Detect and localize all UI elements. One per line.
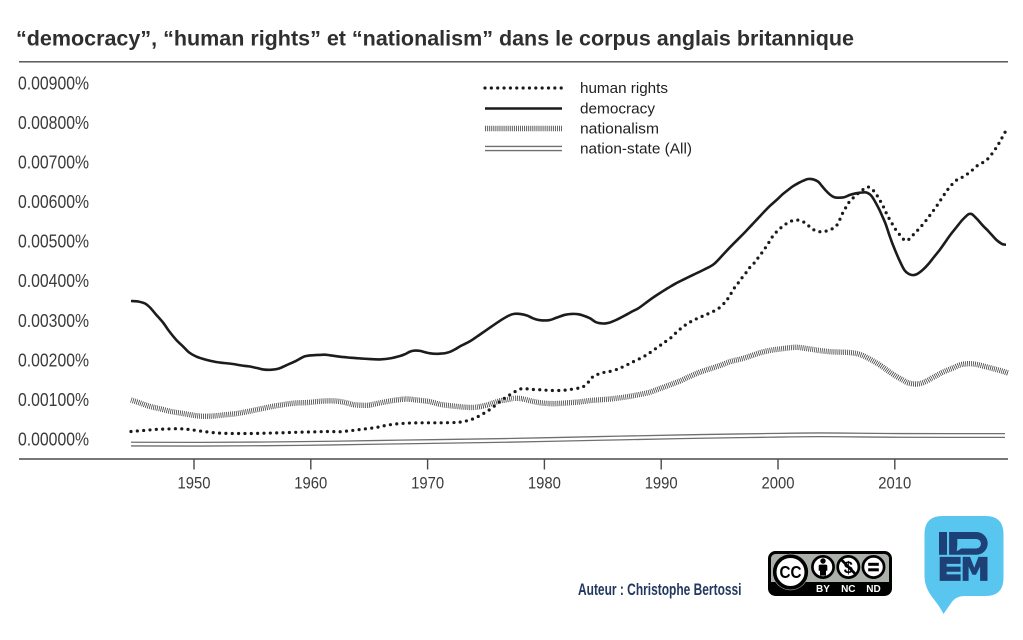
svg-text:BY: BY: [816, 584, 830, 595]
svg-text:1980: 1980: [528, 474, 561, 493]
svg-text:0.00500%: 0.00500%: [18, 232, 89, 252]
svg-text:0.00100%: 0.00100%: [18, 390, 89, 410]
svg-text:NC: NC: [841, 584, 855, 595]
svg-text:nation-state (All): nation-state (All): [580, 141, 692, 158]
svg-text:“democracy”, “human rights” et: “democracy”, “human rights” et “national…: [16, 28, 854, 51]
svg-text:1970: 1970: [411, 474, 444, 493]
svg-text:nationalism: nationalism: [580, 121, 659, 138]
svg-text:0.00200%: 0.00200%: [18, 350, 89, 370]
svg-text:0.00400%: 0.00400%: [18, 271, 89, 291]
svg-text:1950: 1950: [178, 474, 211, 493]
svg-text:0.00000%: 0.00000%: [18, 429, 89, 449]
svg-text:2000: 2000: [762, 474, 795, 493]
svg-text:0.00600%: 0.00600%: [18, 192, 89, 212]
svg-text:human rights: human rights: [580, 80, 668, 97]
svg-text:2010: 2010: [878, 474, 911, 493]
svg-text:CC: CC: [780, 562, 802, 582]
svg-text:1990: 1990: [645, 474, 678, 493]
svg-text:1960: 1960: [294, 474, 327, 493]
svg-text:0.00800%: 0.00800%: [18, 113, 89, 133]
svg-text:0.00700%: 0.00700%: [18, 153, 89, 173]
svg-text:ND: ND: [866, 584, 880, 595]
svg-text:0.00900%: 0.00900%: [18, 74, 89, 94]
svg-text:0.00300%: 0.00300%: [18, 311, 89, 331]
svg-text:democracy: democracy: [580, 101, 656, 118]
